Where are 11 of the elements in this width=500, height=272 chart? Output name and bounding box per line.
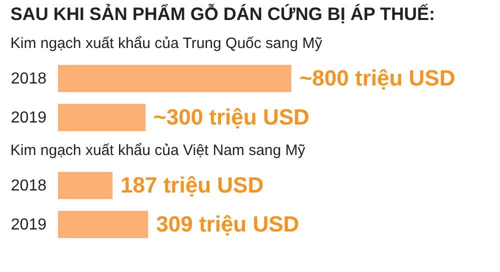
y-tick-label: 2018	[10, 178, 47, 194]
data-label: 187 triệu USD	[120, 172, 264, 198]
data-label: ~300 triệu USD	[154, 104, 310, 130]
y-tick-label: 2019	[10, 110, 47, 126]
data-label: 309 triệu USD	[156, 212, 300, 236]
y-tick-label: 2018	[10, 70, 47, 88]
chart-title: SAU KHI SẢN PHẨM GỖ DÁN CỨNG BỊ ÁP THUẾ:	[10, 3, 436, 24]
chart-subtitle: Kim ngạch xuất khẩu của Trung Quốc sang Mỹ	[10, 35, 323, 52]
chart-title: Kim ngạch xuất khẩu của Việt Nam sang Mỹ	[10, 142, 306, 159]
y-tick-label: 2019	[10, 216, 47, 234]
data-label: ~800 triệu USD	[299, 66, 456, 90]
